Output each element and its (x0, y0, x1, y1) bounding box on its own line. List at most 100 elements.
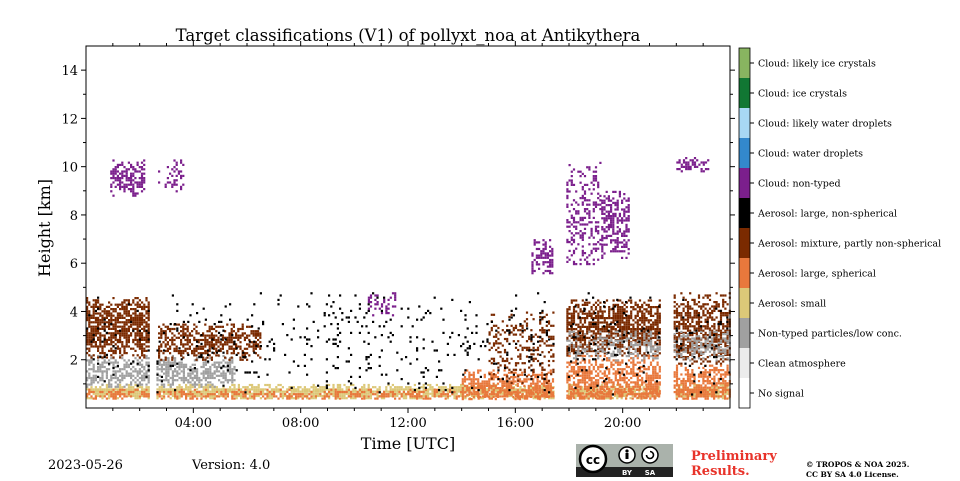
class-pixel (332, 392, 335, 395)
class-pixel (121, 334, 124, 337)
class-pixel (116, 388, 119, 391)
class-pixel (127, 330, 130, 333)
class-pixel (108, 314, 111, 317)
class-pixel (689, 373, 692, 376)
class-pixel (268, 392, 271, 395)
class-pixel (612, 299, 615, 302)
class-pixel (345, 392, 348, 395)
class-pixel (119, 312, 122, 315)
class-pixel (501, 390, 504, 393)
class-pixel (114, 316, 117, 319)
class-pixel (121, 305, 124, 308)
class-pixel (233, 386, 236, 389)
class-pixel (638, 328, 642, 331)
class-pixel (693, 314, 696, 317)
class-pixel (429, 386, 432, 389)
class-pixel (239, 336, 242, 339)
class-pixel (636, 357, 639, 360)
class-pixel (167, 388, 170, 391)
class-pixel (621, 343, 624, 346)
class-pixel (383, 393, 386, 396)
class-pixel (365, 390, 368, 393)
class-pixel (121, 393, 124, 396)
class-pixel (218, 374, 221, 377)
class-pixel (213, 365, 216, 369)
class-pixel (704, 373, 707, 376)
class-pixel (610, 396, 613, 399)
class-pixel (641, 365, 644, 369)
class-pixel (136, 325, 139, 328)
class-pixel (125, 330, 128, 333)
class-pixel (673, 294, 676, 297)
class-pixel (262, 395, 265, 398)
class-pixel (700, 316, 703, 319)
class-pixel (711, 382, 714, 385)
class-pixel (121, 330, 124, 333)
class-pixel (277, 388, 280, 391)
class-pixel (642, 390, 645, 393)
class-pixel (180, 370, 183, 373)
class-pixel (570, 370, 573, 373)
class-pixel (708, 369, 712, 372)
class-pixel (167, 379, 170, 382)
class-pixel (713, 397, 716, 400)
class-pixel (92, 327, 95, 330)
class-pixel (221, 334, 224, 337)
class-pixel (204, 363, 207, 366)
class-pixel (673, 301, 676, 304)
class-pixel (658, 303, 661, 306)
class-pixel (656, 314, 659, 317)
class-pixel (638, 361, 642, 364)
class-pixel (616, 312, 620, 315)
class-pixel (597, 310, 600, 313)
class-pixel (207, 393, 210, 396)
class-pixel (649, 310, 653, 313)
class-pixel (599, 308, 602, 311)
class-pixel (195, 358, 198, 361)
class-pixel (88, 323, 91, 326)
class-pixel (114, 374, 117, 377)
class-pixel (94, 325, 97, 328)
class-pixel (581, 392, 584, 395)
class-pixel (603, 370, 606, 373)
class-pixel (603, 374, 606, 377)
class-pixel (588, 339, 591, 342)
class-pixel (255, 388, 258, 391)
class-pixel (658, 339, 661, 342)
class-pixel (641, 334, 644, 337)
class-pixel (673, 325, 676, 328)
class-pixel (597, 372, 600, 375)
class-pixel (684, 380, 687, 383)
class-pixel (339, 383, 342, 387)
class-pixel (688, 390, 691, 394)
class-pixel (244, 397, 247, 400)
class-pixel (706, 360, 709, 363)
class-pixel (599, 365, 602, 369)
class-pixel (254, 343, 257, 346)
class-pixel (630, 376, 633, 380)
class-pixel (101, 388, 104, 391)
class-pixel (169, 393, 172, 396)
class-pixel (246, 388, 249, 391)
class-pixel (583, 376, 587, 380)
class-pixel (460, 390, 463, 394)
class-pixel (449, 390, 452, 394)
class-pixel (577, 314, 580, 317)
class-pixel (631, 397, 634, 400)
class-pixel (429, 397, 432, 400)
class-pixel (682, 342, 685, 345)
class-pixel (678, 388, 681, 391)
class-pixel (369, 392, 372, 395)
class-pixel (141, 383, 144, 386)
class-pixel (121, 325, 124, 328)
class-pixel (490, 394, 493, 398)
class-pixel (145, 321, 148, 324)
class-pixel (627, 319, 631, 322)
class-pixel (600, 397, 603, 400)
class-pixel (127, 338, 130, 341)
class-pixel (110, 327, 113, 330)
class-region-6 (566, 354, 661, 399)
class-pixel (169, 397, 172, 400)
class-pixel (92, 341, 95, 344)
